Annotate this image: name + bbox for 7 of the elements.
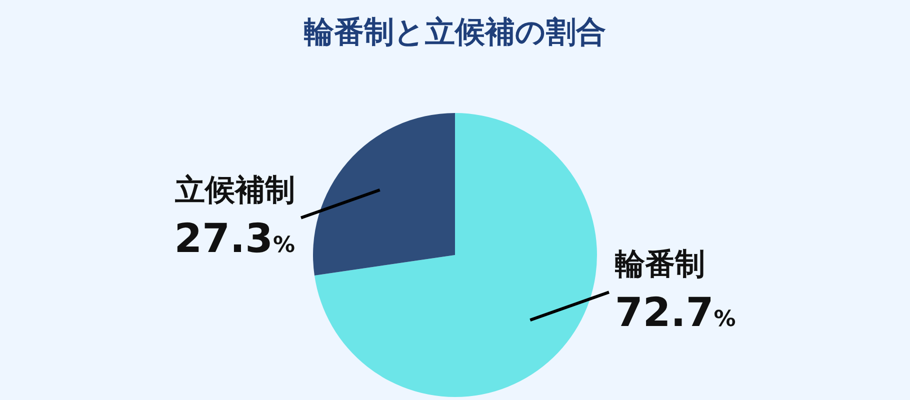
chart-title: 輪番制と立候補の割合 (303, 14, 607, 52)
slice-label: 立候補制 (174, 172, 295, 208)
data-label: 27.3% (174, 216, 295, 262)
data-label: 72.7% (615, 290, 736, 336)
pie-slice (313, 113, 455, 276)
pie-slice (314, 113, 597, 397)
slice-label: 輪番制 (614, 247, 705, 282)
